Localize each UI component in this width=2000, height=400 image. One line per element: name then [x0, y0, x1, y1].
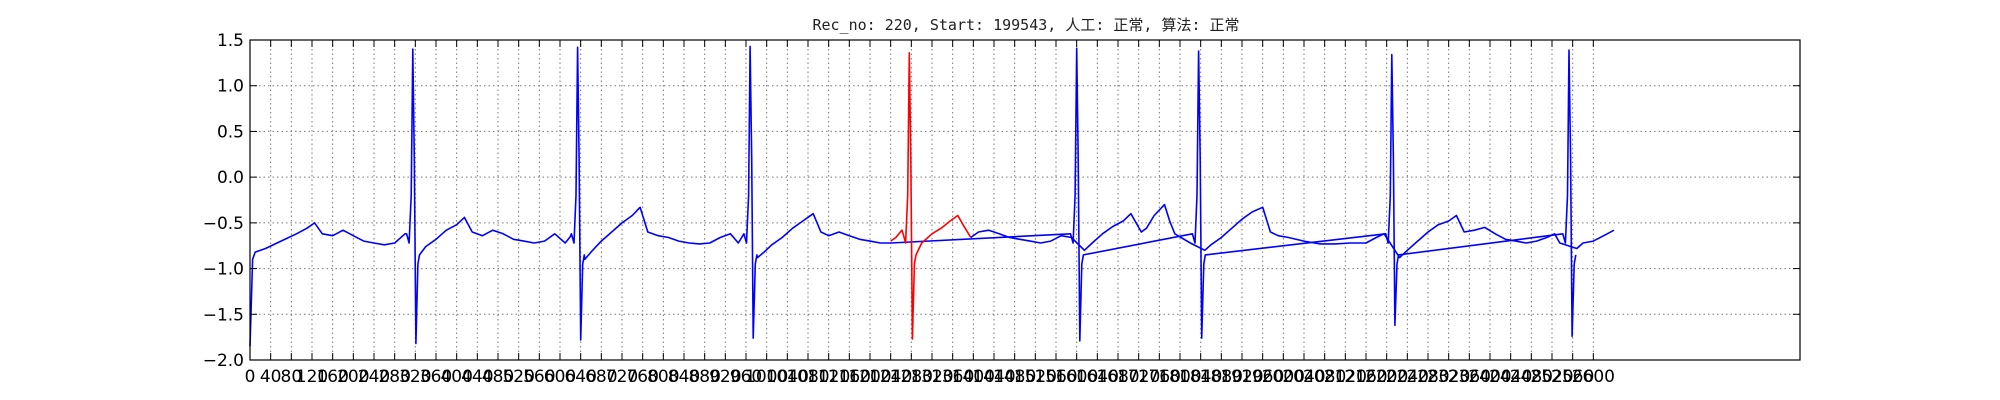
- x-tick-label: 2560: [1551, 367, 1594, 387]
- y-tick-label: −2.0: [203, 351, 244, 371]
- x-tick-label: 640: [564, 367, 596, 387]
- x-axis: 0 40 8012016020024028032036040044048052056…: [245, 40, 1615, 387]
- x-tick-label: 2080: [1303, 367, 1346, 387]
- y-tick-label: −1.0: [203, 260, 244, 280]
- y-axis: −2.0 −1.5 −1.0 −0.5 0.0 0.5 1.0 1.5: [203, 31, 1800, 371]
- x-tick-label: 2600: [1572, 367, 1615, 387]
- x-tick-label: 560: [523, 367, 555, 387]
- x-tick-label: 1680: [1096, 367, 1139, 387]
- x-tick-label: 1200: [848, 367, 891, 387]
- x-tick-label: 600: [544, 367, 576, 387]
- y-tick-label: 0.0: [217, 168, 244, 188]
- x-tick-label: 0: [245, 367, 256, 387]
- x-tick-label: 800: [647, 367, 679, 387]
- x-tick-label: 40: [260, 367, 282, 387]
- x-tick-label: 1280: [890, 367, 933, 387]
- x-tick-label: 680: [585, 367, 617, 387]
- x-tick-label: 1240: [869, 367, 912, 387]
- chart-title: Rec_no: 220, Start: 199543, 人工: 正常, 算法: …: [812, 16, 1239, 34]
- x-tick-label: 2000: [1262, 367, 1305, 387]
- x-tick-label: 1120: [807, 367, 850, 387]
- x-tick-label: 2160: [1344, 367, 1387, 387]
- x-tick-label: 1600: [1055, 367, 1098, 387]
- y-tick-label: 0.5: [217, 122, 244, 142]
- x-tick-label: 960: [730, 367, 762, 387]
- x-tick-label: 360: [420, 367, 452, 387]
- x-tick-label: 240: [358, 367, 390, 387]
- x-tick-label: 480: [482, 367, 514, 387]
- x-tick-label: 1560: [1034, 367, 1077, 387]
- x-tick-label: 2480: [1510, 367, 1553, 387]
- x-tick-label: 2320: [1427, 367, 1470, 387]
- x-tick-label: 2280: [1406, 367, 1449, 387]
- ecg-series-1: [890, 52, 972, 340]
- x-tick-label: 1360: [931, 367, 974, 387]
- x-tick-label: 2040: [1282, 367, 1325, 387]
- x-tick-label: 1520: [1014, 367, 1057, 387]
- x-tick-label: 1800: [1158, 367, 1201, 387]
- x-tick-label: 1480: [993, 367, 1036, 387]
- x-tick-label: 2240: [1386, 367, 1429, 387]
- plot-frame: [249, 39, 1801, 361]
- x-tick-label: 1320: [910, 367, 953, 387]
- x-tick-label: 1640: [1076, 367, 1119, 387]
- y-tick-label: 1.0: [217, 77, 244, 97]
- x-tick-label: 760: [626, 367, 658, 387]
- x-tick-label: 320: [399, 367, 431, 387]
- x-tick-label: 1000: [745, 367, 788, 387]
- x-tick-label: 520: [502, 367, 534, 387]
- y-tick-label: 1.5: [217, 31, 244, 51]
- x-tick-label: 1720: [1117, 367, 1160, 387]
- x-tick-label: 2440: [1489, 367, 1532, 387]
- x-tick-label: 720: [606, 367, 638, 387]
- x-tick-label: 1440: [972, 367, 1015, 387]
- x-tick-label: 2400: [1468, 367, 1511, 387]
- x-tick-label: 1160: [828, 367, 871, 387]
- x-tick-label: 2360: [1448, 367, 1491, 387]
- x-tick-label: 200: [337, 367, 369, 387]
- x-tick-label: 920: [709, 367, 741, 387]
- x-tick-label: 1920: [1220, 367, 1263, 387]
- x-tick-label: 1840: [1179, 367, 1222, 387]
- x-tick-label: 2120: [1324, 367, 1367, 387]
- x-tick-label: 280: [378, 367, 410, 387]
- x-tick-label: 440: [461, 367, 493, 387]
- grid-lines: [250, 40, 1800, 360]
- y-tick-label: −1.5: [203, 305, 244, 325]
- x-tick-label: 880: [688, 367, 720, 387]
- y-tick-label: −0.5: [203, 214, 244, 234]
- x-tick-label: 1080: [786, 367, 829, 387]
- x-tick-label: 1880: [1200, 367, 1243, 387]
- x-tick-label: 840: [668, 367, 700, 387]
- x-tick-label: 2200: [1365, 367, 1408, 387]
- x-tick-label: 1400: [952, 367, 995, 387]
- x-tick-label: 80: [281, 367, 303, 387]
- x-tick-label: 120: [296, 367, 328, 387]
- x-tick-label: 160: [316, 367, 348, 387]
- ecg-series-2: [970, 203, 1615, 259]
- ecg-series-0: [249, 45, 1577, 347]
- x-tick-label: 2520: [1530, 367, 1573, 387]
- x-tick-label: 1040: [766, 367, 809, 387]
- x-tick-label: 1760: [1138, 367, 1181, 387]
- x-tick-label: 1960: [1241, 367, 1284, 387]
- plot-series: [249, 45, 1615, 347]
- x-tick-label: 400: [440, 367, 472, 387]
